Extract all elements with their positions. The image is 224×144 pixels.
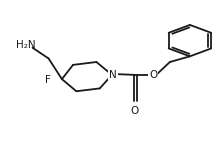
Text: H₂N: H₂N	[16, 40, 35, 50]
Text: N: N	[109, 70, 117, 80]
Text: O: O	[130, 106, 138, 115]
Text: F: F	[45, 75, 50, 85]
Text: O: O	[149, 70, 157, 80]
